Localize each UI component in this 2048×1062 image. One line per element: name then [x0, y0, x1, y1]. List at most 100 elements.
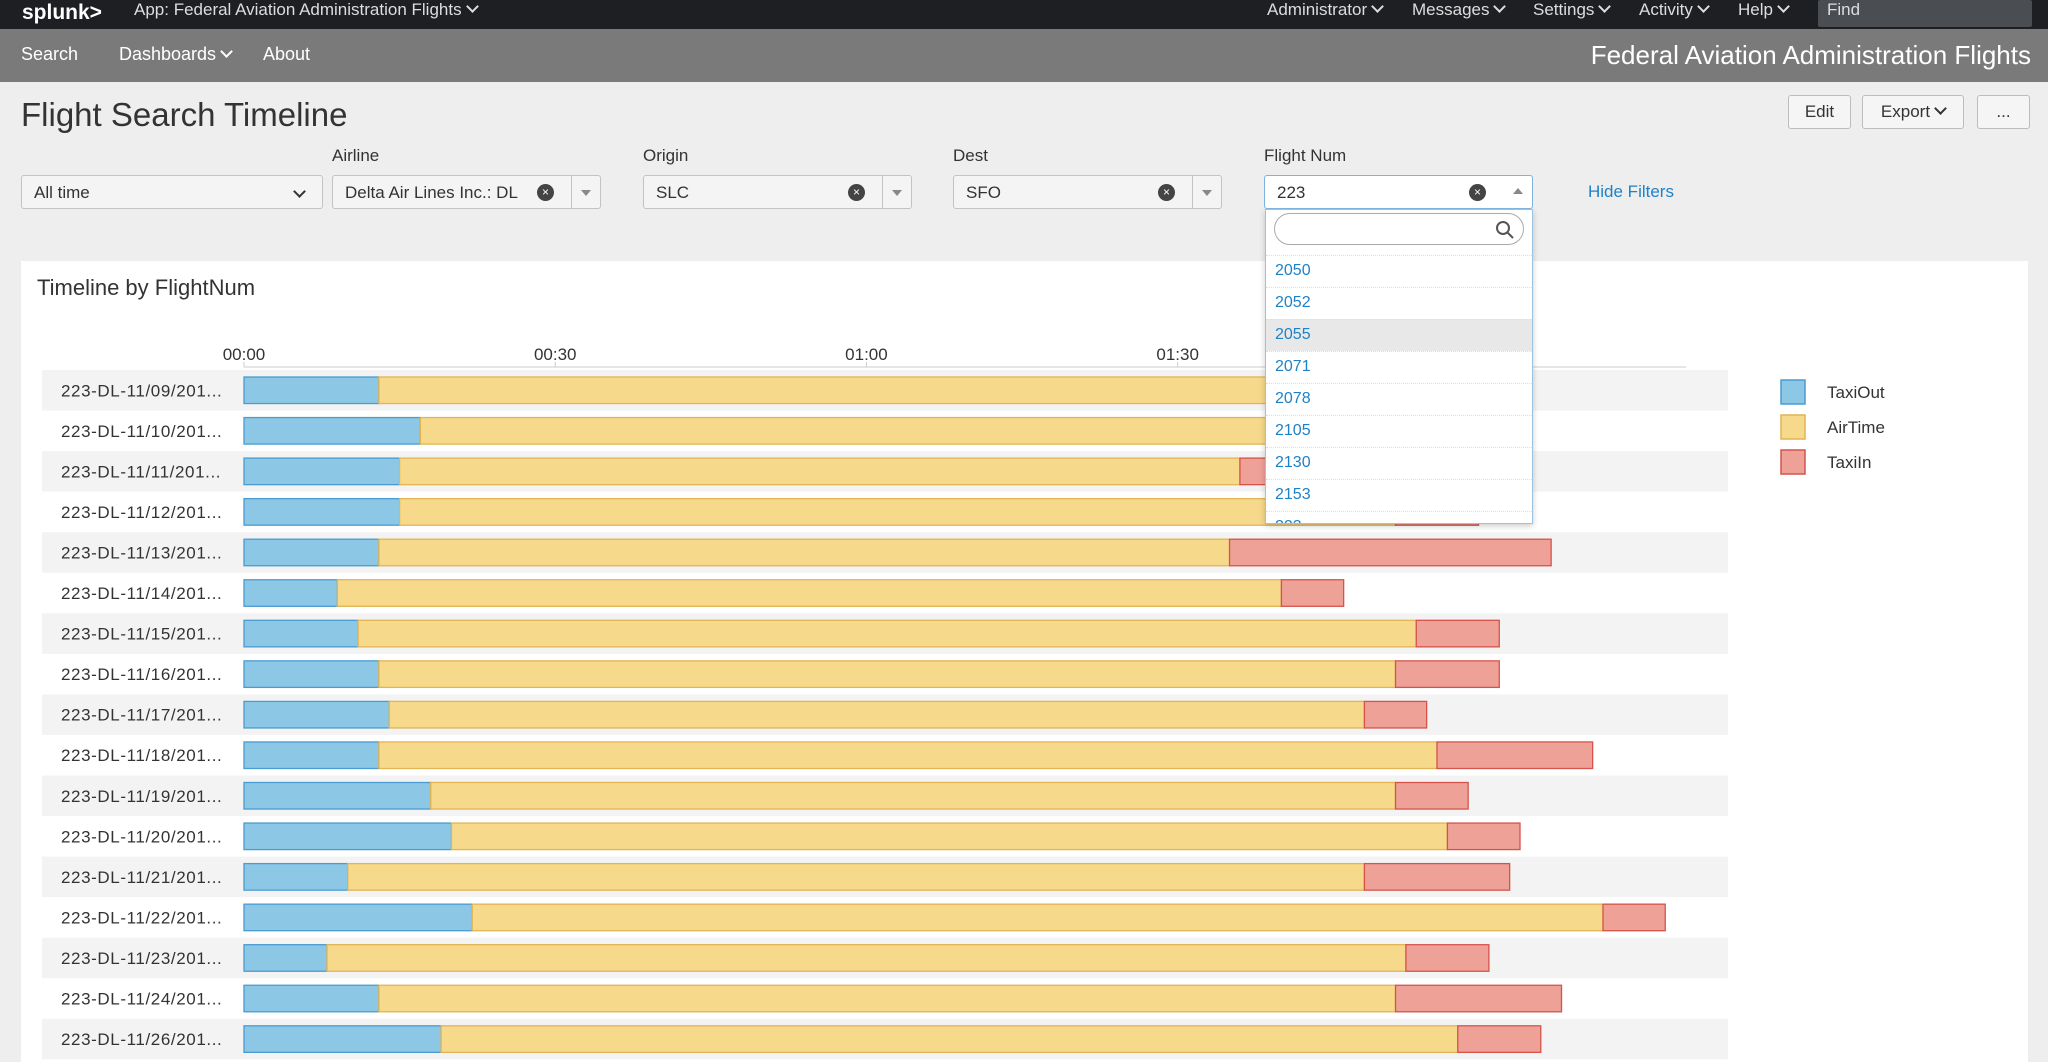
top-bar: splunk> App: Federal Aviation Administra…: [0, 0, 2048, 29]
y-tick-label: 223-DL-11/20/201...: [61, 827, 222, 846]
bar-segment: [378, 376, 1407, 405]
button-label: Edit: [1804, 102, 1835, 121]
nav-label: Dashboards: [119, 44, 217, 64]
bar-segment: [243, 416, 422, 445]
top-menu-item[interactable]: Messages: [1412, 0, 1507, 20]
dropdown-item[interactable]: 2130: [1266, 447, 1532, 479]
bar-segment: [1394, 660, 1500, 689]
dropdown-toggle[interactable]: [882, 176, 911, 208]
button[interactable]: Edit: [1788, 95, 1851, 129]
filter-label: Origin: [643, 146, 689, 165]
nav-label: Search: [21, 44, 79, 64]
dropdown-toggle[interactable]: [1504, 176, 1532, 208]
dropdown-item[interactable]: 2050: [1266, 255, 1532, 287]
y-tick-label: 223-DL-11/23/201...: [61, 949, 222, 968]
dropdown-item[interactable]: 2071: [1266, 351, 1532, 383]
bar-segment: [243, 781, 432, 810]
bar-segment: [1405, 944, 1490, 972]
panel-title: Timeline by FlightNum: [37, 275, 256, 300]
y-tick-label: 223-DL-11/13/201...: [61, 543, 222, 562]
legend-swatch: [1780, 414, 1806, 440]
y-tick-label: 223-DL-11/10/201...: [61, 422, 222, 441]
button-label: Export: [1880, 102, 1931, 121]
bar-segment: [243, 579, 339, 607]
filter-input[interactable]: Delta Air Lines Inc.: DL ×: [332, 175, 601, 209]
dropdown-item[interactable]: 2055: [1266, 319, 1532, 351]
dashboard-title: Flight Search Timeline: [21, 96, 348, 133]
bar-segment: [398, 457, 1241, 486]
y-tick-label: 223-DL-11/09/201...: [61, 381, 222, 400]
filter-input[interactable]: SFO ×: [953, 175, 1222, 209]
button[interactable]: ...: [1977, 95, 2030, 129]
top-menu-item[interactable]: Settings: [1533, 0, 1612, 20]
bar-segment: [1415, 619, 1500, 648]
menu-label: Activity: [1639, 0, 1693, 19]
bar-segment: [1280, 579, 1345, 607]
bar-segment: [243, 376, 380, 405]
logo[interactable]: splunk>: [22, 1, 102, 24]
filter-input[interactable]: 223 ×: [1264, 175, 1533, 209]
filter-label: Airline: [332, 146, 380, 165]
y-tick-label: 223-DL-11/24/201...: [61, 990, 222, 1009]
dropdown-toggle[interactable]: [1192, 176, 1221, 208]
y-tick-label: 223-DL-11/15/201...: [61, 625, 222, 644]
hide-filters[interactable]: Hide Filters: [1588, 182, 1674, 201]
bar-segment: [243, 700, 390, 729]
bar-segment: [1457, 1025, 1542, 1054]
dropdown-item[interactable]: 2153: [1266, 479, 1532, 511]
nav-item[interactable]: Search: [21, 44, 78, 65]
legend-swatch: [1780, 379, 1806, 405]
top-menu-item[interactable]: Help: [1738, 0, 1790, 20]
bar-segment: [243, 741, 380, 770]
bar-segment: [243, 660, 380, 689]
dropdown-search[interactable]: [1274, 213, 1524, 245]
bar-segment: [357, 619, 1417, 648]
x-tick-label: 00:00: [223, 345, 266, 364]
x-tick-label: 00:30: [534, 345, 577, 364]
menu-label: Help: [1738, 0, 1773, 19]
dropdown-item[interactable]: 2105: [1266, 415, 1532, 447]
dropdown-item[interactable]: 2078: [1266, 383, 1532, 415]
bar-segment: [378, 741, 1438, 770]
legend-label: AirTime: [1827, 418, 1885, 437]
bar-segment: [347, 862, 1366, 891]
app-menu[interactable]: App: Federal Aviation Administration Fli…: [134, 0, 479, 20]
bar-segment: [430, 781, 1397, 810]
filter-value: SLC: [656, 183, 690, 202]
y-tick-label: 223-DL-11/26/201...: [61, 1030, 222, 1049]
clear-icon[interactable]: ×: [1158, 184, 1175, 201]
bar-segment: [243, 497, 401, 526]
legend-label: TaxiIn: [1827, 453, 1871, 472]
filter-input[interactable]: SLC ×: [643, 175, 912, 209]
dropdown-item[interactable]: 2052: [1266, 287, 1532, 319]
bar-segment: [388, 700, 1366, 729]
nav-item[interactable]: About: [263, 44, 310, 65]
clear-icon[interactable]: ×: [537, 184, 554, 201]
app-title: Federal Aviation Administration Flights: [1590, 40, 2031, 70]
y-tick-label: 223-DL-11/12/201...: [61, 503, 222, 522]
top-menu-item[interactable]: Activity: [1639, 0, 1710, 20]
clear-icon[interactable]: ×: [848, 184, 865, 201]
y-tick-label: 223-DL-11/14/201...: [61, 584, 222, 603]
time-picker[interactable]: All time: [21, 175, 323, 209]
dropdown-toggle[interactable]: [571, 176, 600, 208]
bar-segment: [471, 903, 1604, 932]
bar-segment: [326, 944, 1407, 972]
bar-segment: [243, 903, 473, 932]
button[interactable]: Export: [1862, 95, 1964, 129]
nav-item[interactable]: Dashboards: [119, 44, 233, 65]
dropdown: 20502052205520712078210521302153223: [1265, 209, 1533, 524]
filter-label: Dest: [953, 146, 988, 165]
y-tick-label: 223-DL-11/17/201...: [61, 706, 222, 725]
dropdown-item[interactable]: 223: [1266, 511, 1532, 523]
clear-icon[interactable]: ×: [1469, 184, 1486, 201]
bar-segment: [378, 984, 1397, 1013]
top-menu-item[interactable]: Administrator: [1267, 0, 1385, 20]
nav-label: About: [263, 44, 311, 64]
menu-label: Settings: [1533, 0, 1595, 19]
find-box[interactable]: Find: [1818, 0, 2032, 27]
button-label: ...: [1996, 102, 2011, 121]
bar-segment: [1363, 862, 1511, 891]
bar-segment: [243, 619, 359, 648]
